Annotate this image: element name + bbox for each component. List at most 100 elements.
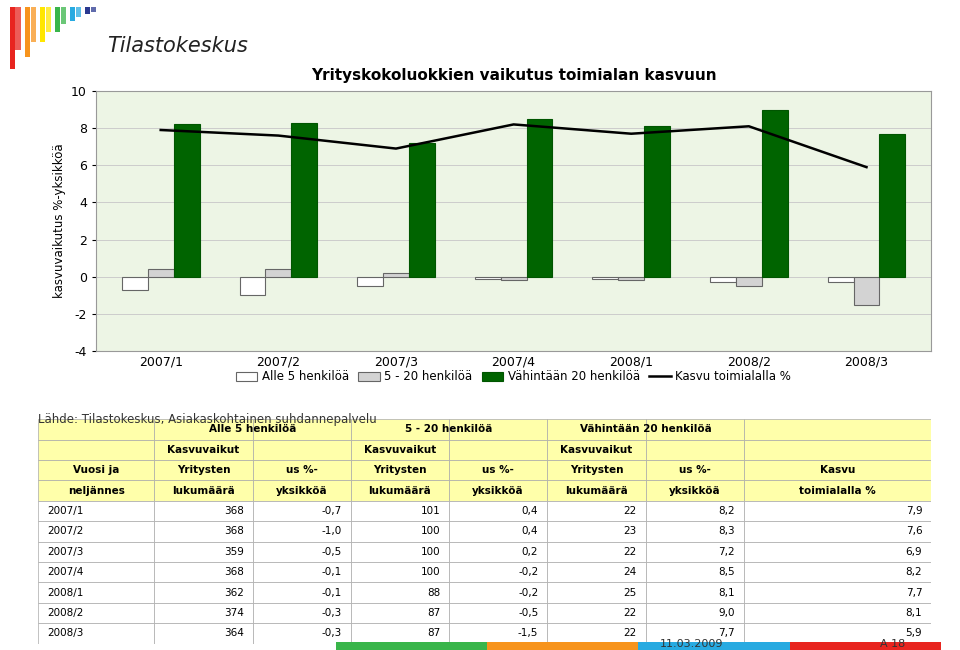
Bar <box>351 582 449 603</box>
Text: 368: 368 <box>224 567 244 577</box>
Bar <box>645 521 744 541</box>
Text: 8,5: 8,5 <box>718 567 734 577</box>
Bar <box>449 419 547 439</box>
Text: 0,2: 0,2 <box>522 547 539 557</box>
Text: yksikköä: yksikköä <box>472 486 524 495</box>
Bar <box>645 439 744 460</box>
Bar <box>76 6 82 16</box>
Bar <box>853 277 879 305</box>
Text: 11.03.2009: 11.03.2009 <box>660 639 723 649</box>
Text: Kasvuvaikut: Kasvuvaikut <box>167 445 240 455</box>
Bar <box>252 419 351 439</box>
Bar <box>547 562 645 582</box>
Bar <box>148 269 174 277</box>
Text: Alle 5 henkilöä: Alle 5 henkilöä <box>209 424 297 434</box>
Y-axis label: kasvuvaikutus %-yksikköä: kasvuvaikutus %-yksikköä <box>53 144 65 298</box>
Bar <box>645 562 744 582</box>
Text: 87: 87 <box>427 629 440 638</box>
Bar <box>501 277 526 280</box>
Text: 25: 25 <box>623 588 636 597</box>
Text: Lähde: Tilastokeskus, Asiakaskohtainen suhdannepalvelu: Lähde: Tilastokeskus, Asiakaskohtainen s… <box>38 413 377 426</box>
Bar <box>383 273 409 277</box>
Bar <box>828 277 853 282</box>
Text: 359: 359 <box>224 547 244 557</box>
Text: 2007/3: 2007/3 <box>47 547 84 557</box>
Bar <box>351 500 449 521</box>
Text: Yritysten: Yritysten <box>569 465 623 475</box>
Text: 22: 22 <box>623 608 636 618</box>
Bar <box>252 562 351 582</box>
Bar <box>155 623 252 644</box>
Bar <box>644 126 670 277</box>
Bar <box>592 277 618 279</box>
Text: Vuosi ja: Vuosi ja <box>73 465 120 475</box>
Text: Kasvu: Kasvu <box>820 465 855 475</box>
Bar <box>547 439 645 460</box>
Bar <box>252 480 351 500</box>
Bar <box>38 521 155 541</box>
Text: 0,4: 0,4 <box>522 526 539 536</box>
Bar <box>449 439 547 460</box>
Text: us %-: us %- <box>679 465 710 475</box>
Text: 101: 101 <box>420 506 440 516</box>
Bar <box>449 521 547 541</box>
Bar <box>357 277 383 286</box>
Bar <box>744 582 931 603</box>
Text: 24: 24 <box>623 567 636 577</box>
Bar <box>15 6 21 50</box>
Text: 8,1: 8,1 <box>905 608 923 618</box>
Bar <box>526 119 552 277</box>
Bar <box>155 562 252 582</box>
Bar <box>744 603 931 623</box>
Bar <box>55 6 60 31</box>
Bar <box>351 480 449 500</box>
Bar <box>38 603 155 623</box>
Bar <box>645 603 744 623</box>
Bar <box>618 277 644 280</box>
Text: 22: 22 <box>623 547 636 557</box>
Text: 8,2: 8,2 <box>718 506 734 516</box>
Bar <box>547 419 645 439</box>
Bar <box>547 460 645 480</box>
Bar <box>252 521 351 541</box>
Bar <box>547 480 645 500</box>
Bar <box>60 6 66 24</box>
Bar <box>351 623 449 644</box>
Bar <box>174 124 200 277</box>
Text: Yritysten: Yritysten <box>373 465 427 475</box>
Text: lukumäärä: lukumäärä <box>172 486 235 495</box>
Text: -0,1: -0,1 <box>322 567 342 577</box>
Bar <box>252 582 351 603</box>
Text: A 18: A 18 <box>880 639 905 649</box>
Text: lukumäärä: lukumäärä <box>565 486 628 495</box>
Bar <box>449 582 547 603</box>
Text: 368: 368 <box>224 506 244 516</box>
Text: toimialalla %: toimialalla % <box>799 486 876 495</box>
Text: 100: 100 <box>420 526 440 536</box>
Bar <box>351 603 449 623</box>
Text: -0,2: -0,2 <box>518 588 539 597</box>
Bar <box>155 460 252 480</box>
Bar <box>39 6 45 42</box>
Bar <box>155 603 252 623</box>
Bar <box>449 500 547 521</box>
Bar <box>25 6 30 57</box>
Bar <box>645 541 744 562</box>
Text: 362: 362 <box>224 588 244 597</box>
Text: 100: 100 <box>420 547 440 557</box>
Bar <box>38 582 155 603</box>
Bar <box>351 521 449 541</box>
Bar <box>252 603 351 623</box>
Text: -0,5: -0,5 <box>518 608 539 618</box>
Text: Kasvuvaikut: Kasvuvaikut <box>561 445 633 455</box>
Bar <box>38 480 155 500</box>
Bar <box>547 582 645 603</box>
Bar <box>38 541 155 562</box>
Bar <box>645 480 744 500</box>
Bar <box>351 460 449 480</box>
Bar <box>31 6 36 42</box>
Bar <box>762 110 788 277</box>
Text: -0,5: -0,5 <box>322 547 342 557</box>
Bar <box>239 277 265 295</box>
Text: Tilastokeskus: Tilastokeskus <box>107 36 248 56</box>
